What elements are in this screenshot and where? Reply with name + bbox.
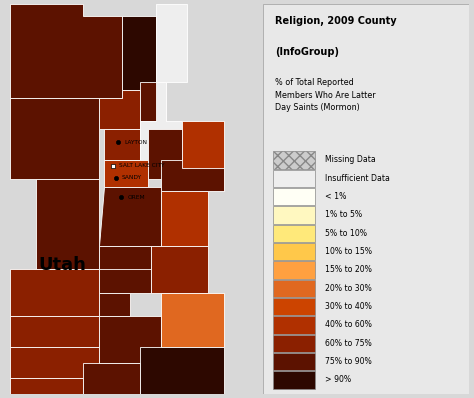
Bar	[273, 353, 315, 370]
Polygon shape	[148, 129, 182, 179]
Polygon shape	[83, 363, 140, 394]
Text: > 90%: > 90%	[325, 375, 351, 384]
Text: (InfoGroup): (InfoGroup)	[275, 47, 339, 57]
Polygon shape	[182, 121, 224, 168]
Bar	[273, 335, 315, 352]
Text: 1% to 5%: 1% to 5%	[325, 211, 362, 219]
Polygon shape	[182, 168, 224, 191]
Polygon shape	[161, 191, 208, 246]
Bar	[273, 151, 315, 169]
Text: 30% to 40%: 30% to 40%	[325, 302, 372, 311]
Text: Utah: Utah	[38, 256, 86, 274]
Text: OREM: OREM	[127, 195, 145, 199]
Polygon shape	[99, 90, 140, 129]
Text: 40% to 60%: 40% to 60%	[325, 320, 372, 330]
Text: LAYTON: LAYTON	[125, 140, 148, 145]
Text: 75% to 90%: 75% to 90%	[325, 357, 372, 366]
Polygon shape	[122, 16, 156, 90]
Polygon shape	[140, 347, 224, 394]
Text: Missing Data: Missing Data	[325, 156, 376, 164]
Text: Insufficient Data: Insufficient Data	[325, 174, 390, 183]
Polygon shape	[161, 293, 224, 347]
Polygon shape	[36, 179, 99, 269]
Polygon shape	[99, 293, 130, 316]
Bar	[273, 207, 315, 224]
Polygon shape	[140, 82, 166, 121]
Text: < 1%: < 1%	[325, 192, 346, 201]
Polygon shape	[99, 246, 151, 293]
Polygon shape	[10, 98, 99, 179]
Polygon shape	[151, 246, 208, 293]
Text: 15% to 20%: 15% to 20%	[325, 265, 372, 275]
Text: % of Total Reported
Members Who Are Latter
Day Saints (Mormon): % of Total Reported Members Who Are Latt…	[275, 78, 376, 112]
FancyBboxPatch shape	[263, 4, 469, 394]
Polygon shape	[10, 269, 99, 316]
Text: 10% to 15%: 10% to 15%	[325, 247, 372, 256]
Polygon shape	[161, 160, 224, 191]
Polygon shape	[99, 187, 161, 246]
Polygon shape	[99, 246, 151, 269]
Polygon shape	[10, 316, 99, 347]
Polygon shape	[99, 316, 161, 363]
Bar	[273, 225, 315, 242]
Polygon shape	[156, 4, 187, 82]
Polygon shape	[140, 82, 198, 168]
Bar	[273, 371, 315, 388]
Polygon shape	[104, 129, 140, 160]
Text: SANDY: SANDY	[122, 175, 142, 180]
Polygon shape	[10, 4, 122, 98]
Text: 5% to 10%: 5% to 10%	[325, 229, 367, 238]
Text: 60% to 75%: 60% to 75%	[325, 339, 372, 348]
Bar	[273, 316, 315, 334]
Text: 20% to 30%: 20% to 30%	[325, 284, 372, 293]
Bar	[273, 170, 315, 187]
Bar	[273, 243, 315, 260]
Bar	[273, 280, 315, 297]
Polygon shape	[104, 160, 148, 187]
Text: Religion, 2009 County: Religion, 2009 County	[275, 16, 397, 26]
Bar	[273, 188, 315, 205]
Polygon shape	[10, 347, 99, 378]
Text: SALT LAKE CITY: SALT LAKE CITY	[119, 163, 165, 168]
Polygon shape	[10, 378, 83, 394]
Bar	[273, 261, 315, 279]
Bar	[273, 298, 315, 315]
